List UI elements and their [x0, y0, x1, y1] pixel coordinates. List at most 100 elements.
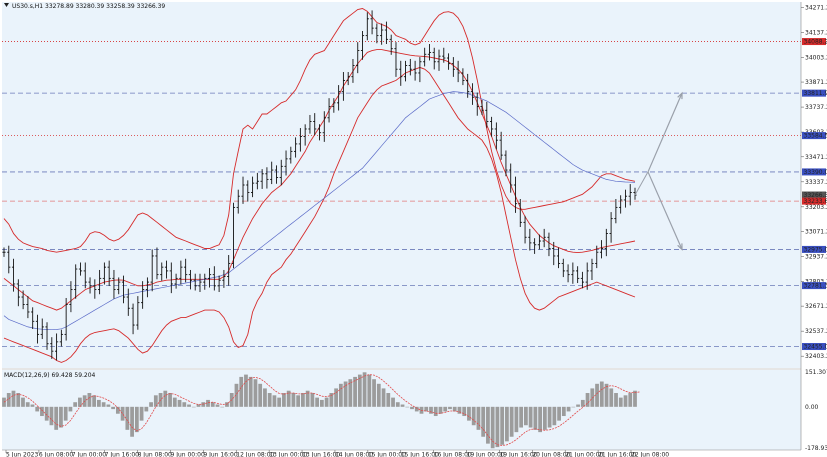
macd-bar: [495, 406, 500, 448]
triangle-down-icon[interactable]: [4, 3, 9, 7]
projection-arrow: [647, 92, 683, 173]
macd-bar: [424, 406, 429, 412]
macd-bar: [115, 406, 120, 414]
macd-bar: [633, 390, 637, 407]
macd-bar: [457, 406, 462, 414]
macd-bar: [210, 402, 215, 407]
price-tag-label: 33233.63: [804, 198, 827, 205]
macd-bar: [296, 395, 301, 407]
macd-bar: [101, 402, 106, 407]
macd-bar: [301, 393, 305, 407]
x-tick-label: 6 Jun 08:00: [39, 452, 73, 457]
y-tick-label: 32403.20: [805, 353, 827, 360]
macd-bar: [324, 397, 329, 407]
macd-bar: [172, 397, 177, 407]
macd-bar: [367, 374, 372, 407]
macd-bar: [277, 397, 282, 407]
macd-bar: [11, 390, 16, 407]
y-tick-label: 34271.20: [805, 4, 827, 11]
macd-bar: [542, 406, 547, 430]
macd-bar: [429, 406, 433, 414]
macd-bar: [348, 379, 353, 407]
price-tag-label: 33811.93: [804, 90, 827, 97]
macd-bar: [490, 406, 495, 449]
x-tick-label: 7 Jun 16:00: [105, 452, 139, 457]
macd-bar: [547, 406, 552, 428]
macd-indicator: [2, 372, 640, 449]
x-tick-label: 19 Jun 00:00: [467, 452, 505, 457]
price-tag-label: 32781.30: [804, 283, 827, 290]
macd-tick-label: -178.932: [805, 445, 827, 452]
macd-bar: [182, 402, 187, 407]
macd-bar: [144, 406, 149, 412]
macd-bar: [73, 402, 78, 407]
y-tick-label: 34003.20: [805, 54, 827, 61]
macd-tick-label: 151.307: [805, 369, 827, 376]
lower-band-line: [3, 66, 636, 363]
macd-bar: [78, 397, 82, 407]
macd-bar: [220, 406, 225, 408]
x-tick-label: 21 Jun 16:00: [598, 452, 636, 457]
macd-bar: [206, 399, 210, 407]
macd-bar: [63, 406, 68, 421]
price-tag-bg: [802, 89, 826, 97]
macd-bar: [196, 404, 201, 407]
macd-title: MACD(12,26,9) 69.428 59.204: [4, 372, 96, 379]
macd-bar: [391, 397, 395, 407]
macd-bar: [239, 376, 244, 407]
macd-bar: [305, 390, 310, 407]
price-tag-label: 33266.39: [804, 192, 827, 199]
x-tick-label: 9 Jun 00:00: [170, 452, 204, 457]
macd-bar: [139, 406, 144, 421]
y-tick-label: 32937.20: [805, 253, 827, 260]
macd-bar: [68, 406, 73, 412]
y-tick-label: 33203.20: [805, 204, 827, 211]
x-tick-label: 12 Jun 08:00: [236, 452, 274, 457]
macd-bar: [500, 406, 505, 445]
y-tick-label: 32803.20: [805, 279, 827, 286]
price-tag-bg: [802, 191, 826, 199]
price-label-tags: 34088.20 33811.93 33584.54 33390.00 33266.39…: [802, 38, 827, 351]
macd-bar: [433, 406, 438, 417]
macd-bar: [248, 376, 253, 407]
chart-header: US30.s,H1 33278.89 33280.39 33258.39 332…: [4, 3, 165, 10]
macd-bar: [523, 406, 528, 426]
macd-bar: [49, 406, 54, 426]
macd-bar: [21, 397, 25, 407]
macd-bar: [452, 406, 457, 412]
macd-bar: [623, 395, 628, 407]
macd-bar: [609, 388, 614, 407]
macd-bar: [25, 402, 30, 407]
macd-bar: [395, 402, 400, 407]
price-tag-bg: [802, 168, 826, 176]
macd-bar: [120, 406, 125, 421]
macd-bar: [505, 406, 509, 442]
y-tick-label: 33471.20: [805, 154, 827, 161]
macd-bar: [30, 404, 35, 407]
price-tag-label: 32455.00: [804, 344, 827, 351]
macd-bar: [514, 406, 519, 433]
x-tick-label: 20 Jun 08:00: [532, 452, 570, 457]
y-tick-label: 33071.20: [805, 228, 827, 235]
macd-bar: [448, 406, 452, 410]
macd-bar: [509, 406, 514, 437]
macd-bar: [471, 406, 476, 426]
price-tag-bg: [802, 282, 826, 290]
macd-bar: [16, 393, 21, 407]
macd-bar: [528, 406, 533, 428]
macd-bar: [125, 406, 130, 430]
price-pane[interactable]: [2, 2, 801, 368]
price-tag-bg: [802, 38, 826, 46]
price-tag-label: 33390.00: [804, 169, 827, 176]
macd-bar: [310, 393, 315, 407]
macd-bar: [234, 383, 239, 407]
macd-bar: [486, 406, 490, 444]
price-tag-bg: [802, 245, 826, 253]
macd-bar: [272, 395, 277, 407]
macd-bar: [334, 388, 338, 407]
macd-bar: [215, 404, 220, 407]
macd-bar: [59, 406, 63, 428]
macd-bar: [381, 388, 386, 407]
macd-bar: [538, 406, 542, 433]
macd-bar: [343, 381, 348, 407]
